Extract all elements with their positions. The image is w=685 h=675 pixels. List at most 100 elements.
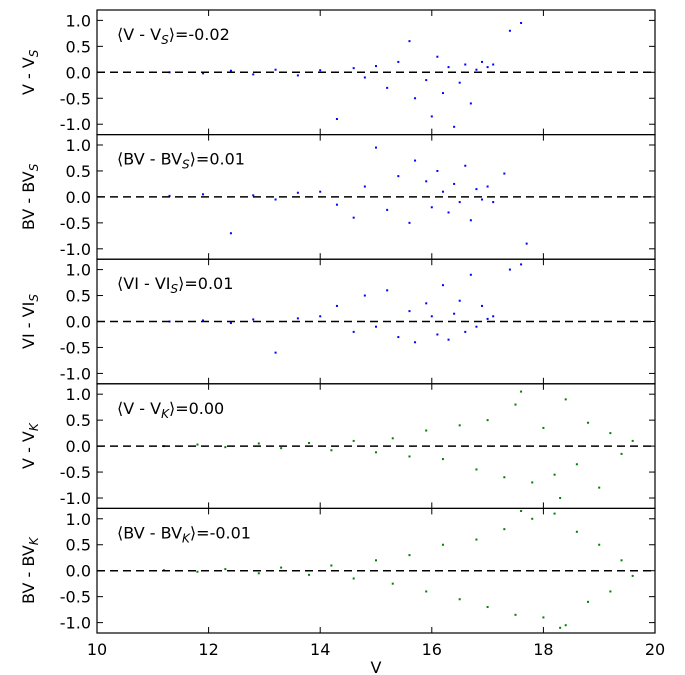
point xyxy=(486,317,489,320)
annotation-text: ⟩=-0.02 xyxy=(169,25,230,44)
y-tick-label: 0.0 xyxy=(66,313,91,332)
y-tick-label: 1.0 xyxy=(66,510,91,529)
x-tick-label: 16 xyxy=(422,640,442,659)
annotation-text: ⟩=0.01 xyxy=(178,274,233,293)
point xyxy=(464,330,467,333)
point xyxy=(508,268,511,271)
point xyxy=(458,424,461,427)
point xyxy=(280,566,283,569)
point xyxy=(481,304,484,307)
point xyxy=(224,446,227,449)
point xyxy=(441,92,444,95)
point xyxy=(229,322,232,325)
point xyxy=(363,294,366,297)
x-tick-label: 18 xyxy=(533,640,553,659)
point xyxy=(447,211,450,214)
y-tick-label: 1.0 xyxy=(66,136,91,155)
y-label-sub: S xyxy=(27,49,41,57)
point xyxy=(168,194,171,197)
point xyxy=(486,606,489,609)
point xyxy=(492,63,495,66)
point xyxy=(363,76,366,79)
point xyxy=(257,572,260,575)
annotation: ⟨VI - VIS⟩=0.01 xyxy=(117,274,233,296)
point xyxy=(553,512,556,515)
point xyxy=(274,68,277,71)
annotation-text: ⟩=-0.01 xyxy=(190,523,251,542)
point xyxy=(520,390,523,393)
point xyxy=(352,577,355,580)
point xyxy=(252,73,255,76)
point xyxy=(453,182,456,185)
point xyxy=(441,284,444,287)
point xyxy=(425,429,428,432)
y-label-main: V - V xyxy=(19,57,38,95)
annotation-sub: S xyxy=(171,282,179,296)
y-label-main: V - V xyxy=(19,431,38,469)
point xyxy=(486,185,489,188)
point xyxy=(397,336,400,339)
annotation: ⟨V - VS⟩=-0.02 xyxy=(117,25,230,47)
point xyxy=(492,315,495,318)
point xyxy=(436,55,439,58)
point xyxy=(386,289,389,292)
point xyxy=(330,449,333,452)
point xyxy=(375,559,377,562)
point xyxy=(481,198,484,201)
point xyxy=(481,60,484,63)
annotation: ⟨BV - BVK⟩=-0.01 xyxy=(117,523,251,545)
y-tick-label: 1.0 xyxy=(66,261,91,280)
point xyxy=(620,452,623,455)
point xyxy=(520,21,523,24)
point xyxy=(257,442,260,445)
y-tick-label: -1.0 xyxy=(60,489,91,508)
annotation-sub: S xyxy=(161,33,169,47)
point xyxy=(520,509,523,512)
y-tick-label: -1.0 xyxy=(60,364,91,383)
y-label-main: BV - BV xyxy=(19,171,38,230)
y-label-sub: S xyxy=(27,294,41,302)
point xyxy=(458,201,461,204)
point xyxy=(414,341,417,344)
y-label-main: BV - BV xyxy=(19,545,38,604)
point xyxy=(514,613,517,616)
point xyxy=(408,554,411,557)
point xyxy=(425,590,428,593)
y-label-sub: K xyxy=(27,422,41,431)
point xyxy=(391,437,394,440)
point xyxy=(397,175,400,178)
y-tick-label: -0.5 xyxy=(60,463,91,482)
annotation-text: ⟨BV - BV xyxy=(117,523,182,542)
point xyxy=(280,447,283,450)
point xyxy=(375,65,377,68)
y-axis-label: BV - BVS xyxy=(19,163,41,230)
point xyxy=(475,188,478,191)
y-axis-label: V - VS xyxy=(19,49,41,95)
y-tick-label: 0.0 xyxy=(66,437,91,456)
x-axis-label: V xyxy=(371,658,382,675)
point xyxy=(430,115,433,118)
point xyxy=(553,473,556,476)
point xyxy=(414,97,417,100)
point xyxy=(469,273,472,276)
point xyxy=(598,543,601,546)
annotation-text: ⟨V - V xyxy=(117,25,161,44)
point xyxy=(425,180,428,183)
y-label-main: VI - VI xyxy=(19,302,38,349)
annotation-text: ⟨BV - BV xyxy=(117,150,182,169)
point xyxy=(308,573,311,576)
point xyxy=(375,146,377,149)
point xyxy=(414,159,417,162)
point xyxy=(520,263,523,266)
point xyxy=(441,190,444,193)
x-tick-label: 14 xyxy=(310,640,330,659)
point xyxy=(631,574,634,577)
point xyxy=(375,451,377,454)
point xyxy=(447,338,450,341)
point xyxy=(575,530,578,533)
point xyxy=(458,81,461,84)
point xyxy=(464,164,467,167)
point xyxy=(441,458,444,461)
point xyxy=(458,299,461,302)
point xyxy=(202,72,205,75)
